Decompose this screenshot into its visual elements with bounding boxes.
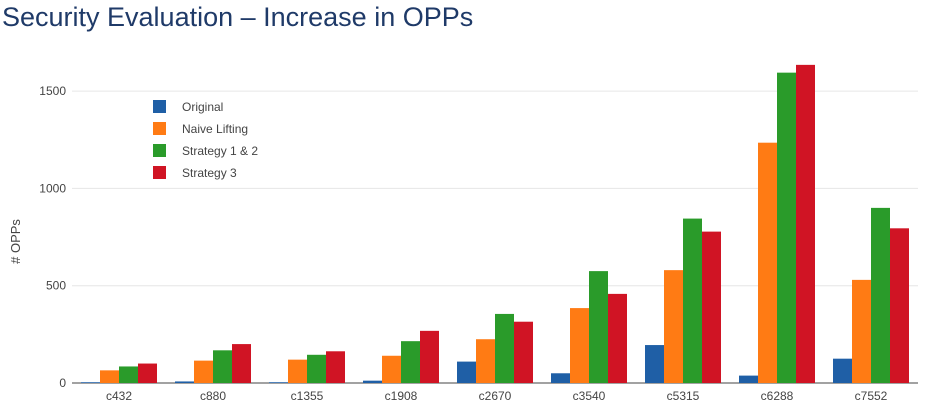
legend-item-label[interactable]: Strategy 3 [182, 166, 237, 180]
bar-c1355-naive-lifting [288, 359, 307, 383]
x-tick-label: c1908 [385, 389, 418, 403]
legend-swatch [153, 100, 166, 113]
y-tick-label: 1500 [39, 84, 66, 98]
x-tick-label: c880 [200, 389, 226, 403]
x-tick-label: c432 [106, 389, 132, 403]
legend-item-label[interactable]: Strategy 1 & 2 [182, 144, 258, 158]
legend-swatch [153, 122, 166, 135]
y-axis-ticks: 0 500 1000 1500 [39, 84, 66, 390]
bar-c1908-strategy-1-2 [401, 341, 420, 383]
bar-c3540-strategy-3 [608, 293, 627, 383]
bar-c880-original [175, 381, 194, 383]
legend[interactable]: Original Naive Lifting Strategy 1 & 2 Strat… [153, 100, 258, 180]
bar-c5315-strategy-3 [702, 231, 721, 383]
bar-c880-naive-lifting [194, 360, 213, 383]
x-axis-ticks: c432 c880 c1355 c1908 c2670 c3540 c5315 c6288 c7… [106, 389, 888, 403]
bar-c7552-naive-lifting [852, 279, 871, 383]
bar-c6288-original [739, 375, 758, 383]
bar-c432-strategy-1-2 [119, 366, 138, 383]
bar-c3540-strategy-1-2 [589, 271, 608, 383]
bar-c880-strategy-3 [232, 344, 251, 383]
bar-c7552-original [833, 358, 852, 383]
bar-c2670-strategy-3 [514, 321, 533, 383]
x-tick-label: c7552 [855, 389, 888, 403]
bar-c1355-strategy-1-2 [307, 354, 326, 383]
y-tick-label: 1000 [39, 181, 66, 195]
bar-c5315-strategy-1-2 [683, 218, 702, 383]
bar-c432-strategy-3 [138, 363, 157, 383]
bar-c6288-naive-lifting [758, 142, 777, 383]
x-tick-label: c6288 [761, 389, 794, 403]
bar-c5315-naive-lifting [664, 270, 683, 383]
legend-item-label[interactable]: Original [182, 100, 223, 114]
bar-c6288-strategy-1-2 [777, 72, 796, 384]
bar-c1355-original [269, 382, 288, 383]
bar-c2670-original [457, 361, 476, 383]
bar-c432-naive-lifting [100, 370, 119, 383]
x-tick-label: c5315 [667, 389, 700, 403]
bar-c1908-strategy-3 [420, 330, 439, 383]
bar-c1355-strategy-3 [326, 351, 345, 383]
bar-c3540-original [551, 373, 570, 383]
bar-c880-strategy-1-2 [213, 350, 232, 383]
legend-item-label[interactable]: Naive Lifting [182, 122, 248, 136]
x-tick-label: c2670 [479, 389, 512, 403]
x-tick-label: c3540 [573, 389, 606, 403]
bar-c7552-strategy-1-2 [871, 207, 890, 383]
bar-c5315-original [645, 345, 664, 383]
bars [81, 64, 909, 384]
bar-c7552-strategy-3 [890, 228, 909, 383]
legend-swatch [153, 166, 166, 179]
bar-c2670-strategy-1-2 [495, 313, 514, 383]
bar-c1908-naive-lifting [382, 355, 401, 383]
bar-c432-original [81, 382, 100, 383]
bar-c2670-naive-lifting [476, 339, 495, 383]
y-tick-label: 500 [46, 279, 66, 293]
slide-title: Security Evaluation – Increase in OPPs [2, 2, 474, 32]
bar-c1908-original [363, 380, 382, 383]
bar-c3540-naive-lifting [570, 308, 589, 383]
y-tick-label: 0 [59, 376, 66, 390]
legend-swatch [153, 144, 166, 157]
bar-c6288-strategy-3 [796, 64, 815, 384]
y-axis-title: # OPPs [8, 219, 23, 264]
x-tick-label: c1355 [291, 389, 324, 403]
